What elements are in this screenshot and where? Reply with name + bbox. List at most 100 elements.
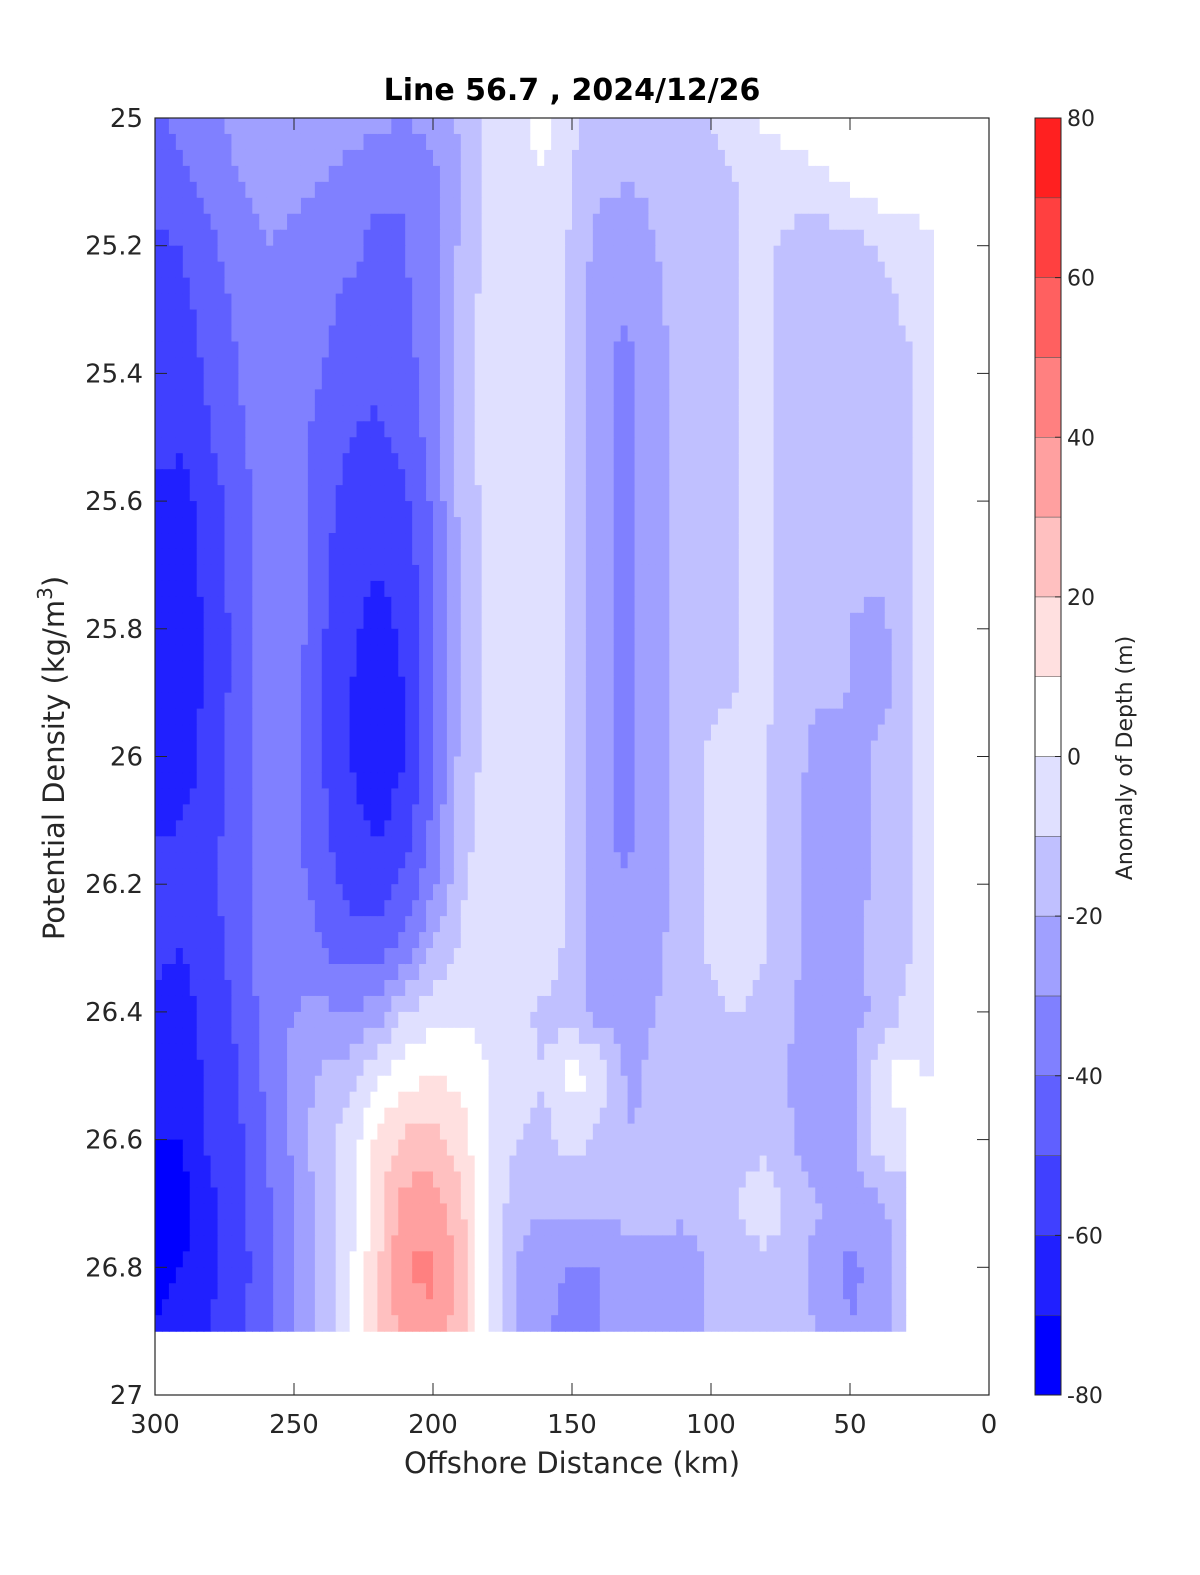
contour-cell: [412, 788, 420, 805]
contour-cell: [294, 788, 302, 805]
contour-cell: [752, 485, 761, 502]
contour-cell: [307, 197, 316, 215]
contour-cell: [690, 405, 698, 422]
contour-cell: [314, 612, 323, 630]
contour-cell: [314, 788, 323, 805]
contour-cell: [592, 389, 601, 406]
contour-cell: [850, 612, 858, 630]
contour-cell: [697, 596, 705, 614]
contour-cell: [745, 708, 754, 726]
contour-cell: [273, 548, 281, 566]
contour-cell: [843, 373, 851, 390]
contour-cell: [460, 373, 469, 390]
contour-cell: [877, 405, 886, 422]
contour-cell: [801, 133, 809, 151]
contour-cell: [307, 580, 316, 598]
contour-cell: [231, 804, 239, 821]
contour-cell: [683, 357, 691, 374]
contour-cell: [891, 756, 900, 774]
contour-cell: [808, 197, 816, 215]
contour-cell: [516, 133, 524, 151]
contour-cell: [155, 197, 163, 215]
contour-cell: [537, 165, 545, 183]
contour-cell: [453, 118, 462, 135]
contour-cell: [488, 261, 497, 279]
contour-cell: [516, 628, 524, 646]
contour-cell: [314, 341, 323, 359]
contour-cell: [794, 580, 802, 598]
contour-cell: [704, 118, 712, 135]
contour-cell: [815, 453, 823, 470]
contour-cell: [856, 453, 865, 470]
contour-cell: [836, 229, 844, 247]
contour-cell: [919, 325, 928, 343]
contour-cell: [912, 213, 921, 231]
contour-cell: [349, 788, 358, 805]
contour-cell: [801, 357, 809, 374]
contour-cell: [398, 213, 406, 231]
contour-cell: [731, 149, 740, 167]
contour-cell: [523, 405, 531, 422]
contour-cell: [196, 389, 205, 406]
contour-cell: [884, 501, 893, 518]
contour-cell: [426, 469, 434, 486]
contour-cell: [405, 628, 413, 646]
contour-cell: [266, 676, 274, 694]
contour-cell: [342, 517, 351, 534]
contour-cell: [898, 740, 907, 758]
contour-cell: [648, 756, 656, 774]
contour-cell: [224, 469, 233, 486]
contour-cell: [412, 453, 420, 470]
contour-cell: [175, 517, 184, 534]
contour-cell: [182, 756, 191, 774]
contour-cell: [412, 756, 420, 774]
contour-cell: [474, 197, 483, 215]
contour-cell: [648, 197, 656, 215]
contour-cell: [544, 181, 552, 199]
contour-cell: [905, 421, 914, 438]
contour-cell: [780, 357, 789, 374]
contour-cell: [161, 660, 170, 678]
contour-cell: [433, 708, 441, 726]
contour-cell: [752, 437, 761, 454]
contour-cell: [321, 501, 330, 518]
contour-cell: [773, 437, 782, 454]
contour-cell: [655, 197, 663, 215]
contour-cell: [321, 644, 330, 662]
contour-cell: [328, 692, 337, 710]
contour-cell: [829, 277, 837, 295]
contour-cell: [161, 692, 170, 710]
contour-cell: [467, 133, 476, 151]
contour-cell: [467, 373, 476, 390]
contour-cell: [321, 788, 330, 805]
contour-cell: [342, 596, 351, 614]
contour-cell: [808, 261, 816, 279]
contour-cell: [870, 788, 879, 805]
contour-cell: [342, 325, 351, 343]
contour-cell: [370, 804, 378, 821]
contour-cell: [613, 357, 622, 374]
contour-cell: [731, 373, 740, 390]
contour-cell: [627, 612, 636, 630]
contour-cell: [342, 724, 351, 742]
contour-cell: [224, 118, 233, 135]
contour-cell: [384, 373, 392, 390]
contour-cell: [731, 277, 740, 295]
contour-cell: [537, 341, 545, 359]
contour-cell: [231, 229, 239, 247]
contour-cell: [467, 660, 476, 678]
contour-cell: [238, 676, 246, 694]
contour-cell: [314, 533, 323, 550]
contour-cell: [377, 580, 385, 598]
contour-cell: [856, 548, 865, 566]
contour-cell: [266, 820, 274, 837]
contour-cell: [516, 277, 524, 295]
contour-cell: [599, 421, 608, 438]
contour-cell: [384, 149, 392, 167]
contour-cell: [453, 325, 462, 343]
contour-cell: [592, 676, 601, 694]
contour-cell: [391, 118, 399, 135]
contour-cell: [412, 389, 420, 406]
contour-cell: [606, 533, 615, 550]
contour-cell: [259, 325, 267, 343]
